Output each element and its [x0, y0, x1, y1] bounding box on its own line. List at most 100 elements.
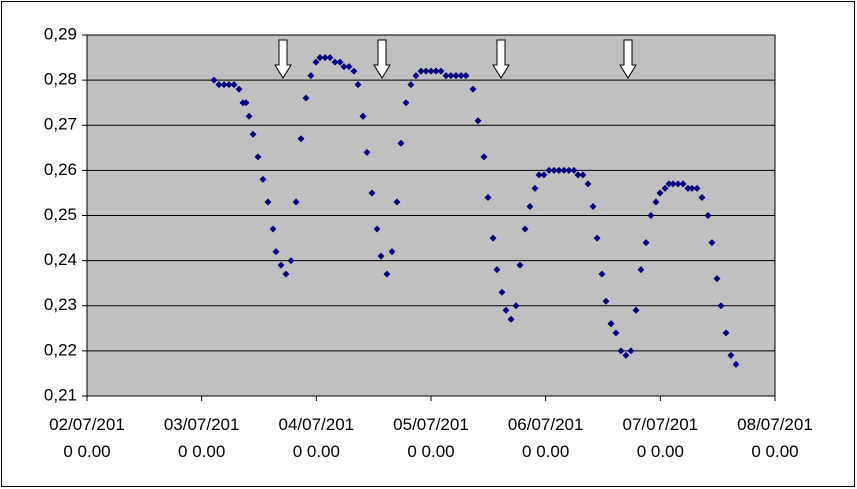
- point: [437, 67, 445, 75]
- point: [220, 81, 228, 89]
- point: [674, 180, 682, 188]
- point: [345, 63, 353, 71]
- point: [377, 252, 385, 260]
- y-tick-label: 0,21: [44, 385, 77, 404]
- point: [336, 58, 344, 66]
- point: [713, 275, 721, 283]
- point: [593, 234, 601, 242]
- point: [622, 351, 630, 359]
- point: [354, 81, 362, 89]
- point: [331, 58, 339, 66]
- point: [397, 139, 405, 147]
- point: [474, 117, 482, 125]
- y-tick-label: 0,23: [44, 295, 77, 314]
- point: [684, 184, 692, 192]
- x-tick-label: 06/07/2010 0.00: [507, 415, 584, 461]
- point: [402, 99, 410, 107]
- point: [297, 135, 305, 143]
- arrow: [492, 39, 510, 79]
- point: [521, 225, 529, 233]
- y-tick-label: 0,25: [44, 205, 77, 224]
- x-tick-label: 03/07/2010 0.00: [163, 415, 240, 461]
- point: [516, 261, 524, 269]
- y-tick-label: 0,26: [44, 160, 77, 179]
- point: [307, 72, 315, 80]
- point: [708, 239, 716, 247]
- point: [368, 189, 376, 197]
- point: [480, 153, 488, 161]
- point: [493, 266, 501, 274]
- point: [277, 261, 285, 269]
- point: [602, 297, 610, 305]
- arrow: [619, 39, 637, 79]
- point: [632, 306, 640, 314]
- point: [210, 76, 218, 84]
- point: [589, 202, 597, 210]
- point: [340, 63, 348, 71]
- point: [452, 72, 460, 80]
- point: [282, 270, 290, 278]
- point: [469, 85, 477, 93]
- marks: [87, 34, 775, 397]
- x-tick-label: 02/07/2010 0.00: [49, 415, 125, 461]
- x-tick-label: 05/07/2010 0.00: [393, 415, 469, 461]
- point: [545, 166, 553, 174]
- x-tick-label: 07/07/2010 0.00: [622, 415, 699, 461]
- point: [363, 148, 371, 156]
- point: [627, 347, 635, 355]
- point: [359, 112, 367, 120]
- y-tick-label: 0,27: [44, 115, 77, 134]
- y-tick-label: 0,28: [44, 70, 77, 89]
- point: [540, 171, 548, 179]
- point: [502, 306, 510, 314]
- point: [607, 320, 615, 328]
- point: [560, 166, 568, 174]
- point: [647, 212, 655, 219]
- point: [350, 67, 358, 75]
- y-tick-label: 0,22: [44, 340, 77, 359]
- point: [656, 189, 664, 197]
- point: [230, 81, 238, 89]
- point: [484, 193, 492, 201]
- point: [570, 166, 578, 174]
- point: [269, 225, 277, 233]
- point: [704, 212, 712, 219]
- point: [526, 202, 534, 210]
- point: [321, 54, 329, 62]
- point: [498, 288, 506, 296]
- point: [422, 67, 430, 75]
- point: [249, 130, 257, 138]
- point: [287, 257, 295, 265]
- y-tick-label: 0,29: [44, 24, 77, 43]
- point: [531, 184, 539, 192]
- point: [225, 81, 233, 89]
- point: [579, 171, 587, 179]
- point: [512, 302, 520, 310]
- arrow: [274, 39, 292, 79]
- arrow: [373, 39, 391, 79]
- point: [612, 329, 620, 337]
- point: [550, 166, 558, 174]
- point: [393, 198, 401, 206]
- point: [427, 67, 435, 75]
- point: [407, 81, 415, 89]
- point: [717, 302, 725, 310]
- point: [565, 166, 573, 174]
- x-tick-label: 08/07/2010 0.00: [737, 415, 813, 461]
- point: [722, 329, 730, 337]
- point: [254, 153, 262, 161]
- point: [447, 72, 455, 80]
- point: [574, 171, 582, 179]
- point: [637, 266, 645, 274]
- point: [652, 198, 660, 206]
- point: [642, 239, 650, 247]
- annotation-arrows: [274, 39, 637, 79]
- point: [688, 184, 696, 192]
- y-tick-label: 0,24: [44, 250, 77, 269]
- point: [555, 166, 563, 174]
- point: [412, 72, 420, 80]
- point: [489, 234, 497, 242]
- x-tick-label: 04/07/2010 0.00: [278, 415, 355, 461]
